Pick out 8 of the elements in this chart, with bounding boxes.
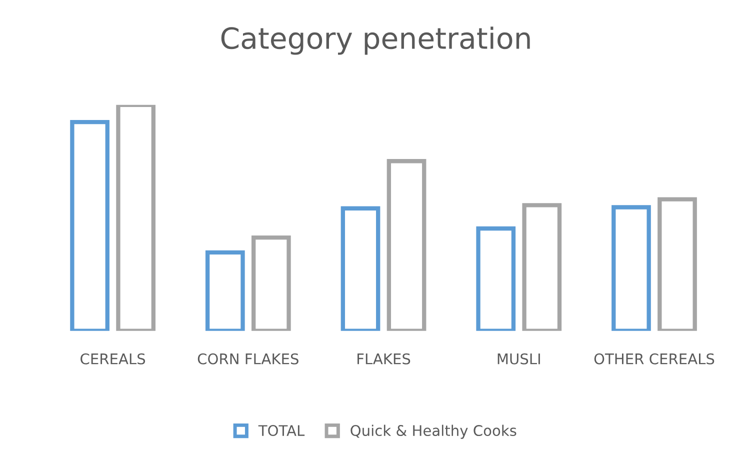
chart-title: Category penetration <box>221 26 530 55</box>
x-tick-label: MUSLI <box>498 353 540 364</box>
x-tick-label: CORN FLAKES <box>198 353 298 364</box>
legend-label: TOTAL <box>258 425 305 436</box>
legend-label: Quick & Healthy Cooks <box>350 424 516 439</box>
x-tick-label: CEREALS <box>80 353 146 364</box>
x-tick-label: OTHER CEREALS <box>594 353 714 364</box>
x-tick-label: FLAKES <box>358 353 410 364</box>
